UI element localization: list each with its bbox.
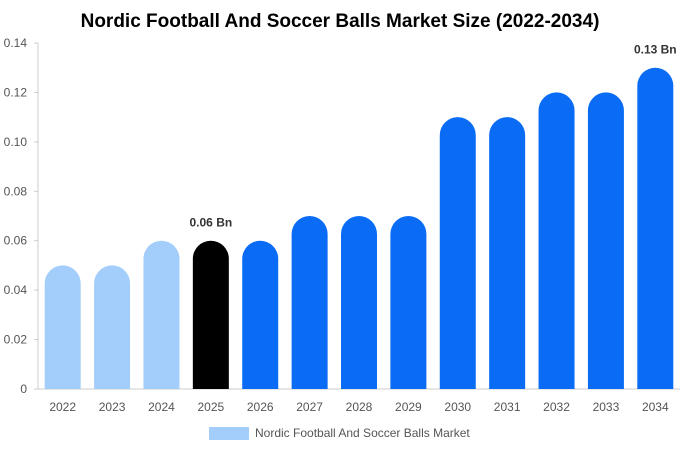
chart-title: Nordic Football And Soccer Balls Market …	[81, 11, 600, 32]
bar	[143, 240, 180, 389]
bar	[341, 216, 377, 389]
x-tick-label: 2033	[593, 400, 620, 414]
bar	[637, 67, 674, 389]
bar	[242, 240, 279, 389]
y-tick-label: 0.10	[4, 135, 28, 149]
data-label: 0.13 Bn	[634, 43, 677, 57]
x-tick-label: 2025	[197, 400, 224, 414]
legend: Nordic Football And Soccer Balls Market	[209, 426, 470, 440]
bar	[291, 216, 328, 389]
x-axis: 2022 2023 2024 2025 2026 2027 2028 2029 2030 2031…	[38, 388, 680, 414]
x-tick-label: 2026	[247, 400, 274, 414]
legend-label: Nordic Football And Soccer Balls Market	[255, 426, 470, 440]
bar	[192, 240, 229, 389]
bar	[390, 216, 427, 389]
x-tick-label: 2029	[395, 400, 422, 414]
x-tick-label: 2023	[99, 400, 126, 414]
x-tick-label: 2022	[49, 400, 76, 414]
data-label: 0.06 Bn	[190, 216, 233, 230]
bar	[44, 265, 81, 389]
x-tick-label: 2031	[494, 400, 521, 414]
y-axis: 0 0.02 0.04 0.06 0.08 0.10 0.12 0.14	[4, 36, 39, 396]
bar	[587, 92, 624, 389]
x-tick-label: 2024	[148, 400, 175, 414]
y-tick-label: 0.04	[4, 283, 28, 297]
y-tick-label: 0.08	[4, 184, 28, 198]
legend-swatch	[209, 427, 249, 440]
bar	[538, 92, 575, 389]
x-tick-label: 2030	[444, 400, 471, 414]
x-tick-label: 2027	[296, 400, 323, 414]
y-tick-label: 0.14	[4, 36, 28, 50]
data-labels: 0.06 Bn 0.13 Bn	[190, 43, 677, 230]
y-tick-label: 0.12	[4, 85, 28, 99]
x-tick-label: 2032	[543, 400, 570, 414]
x-tick-label: 2034	[642, 400, 669, 414]
bars	[44, 67, 674, 390]
y-tick-label: 0.06	[4, 234, 28, 248]
bar	[439, 117, 476, 389]
x-tick-label: 2028	[346, 400, 373, 414]
y-tick-label: 0	[20, 382, 27, 396]
bar	[489, 117, 526, 390]
y-tick-label: 0.02	[4, 333, 28, 347]
bar	[94, 265, 131, 389]
